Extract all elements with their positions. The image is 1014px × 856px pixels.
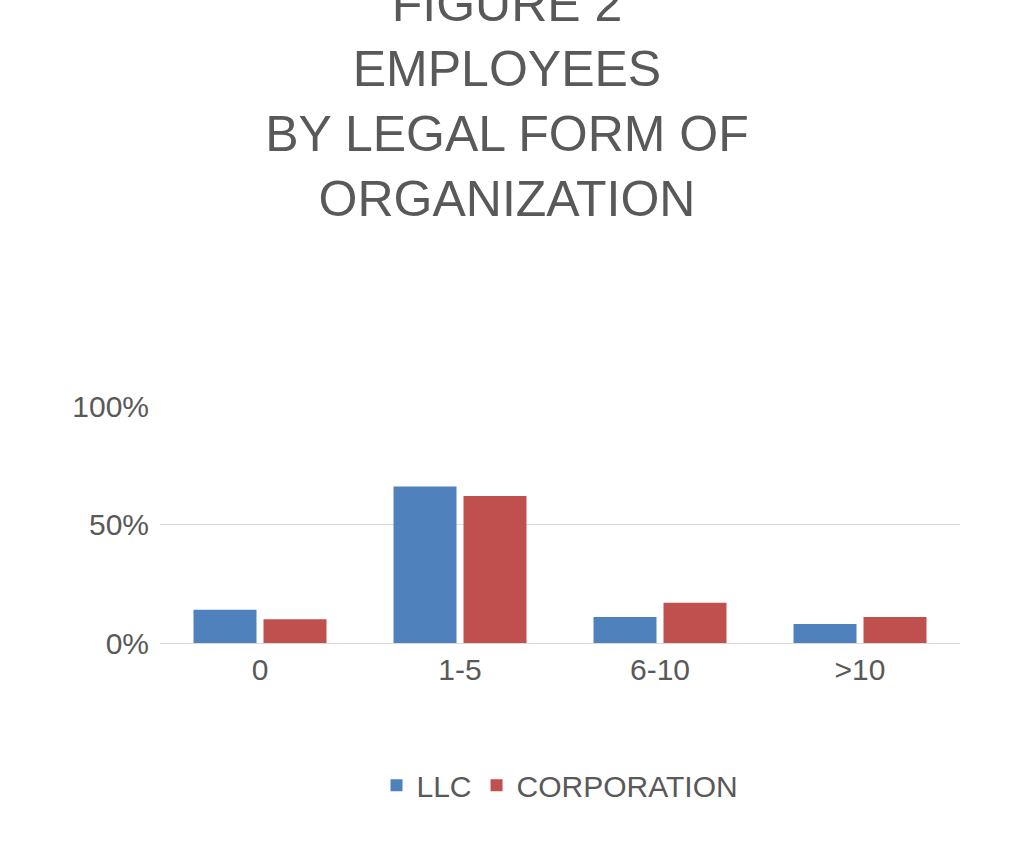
svg-text:CORPORATION: CORPORATION [517,770,738,803]
svg-text:0%: 0% [106,627,149,660]
svg-text:0: 0 [252,653,269,686]
svg-text:6-10: 6-10 [630,653,690,686]
svg-text:1-5: 1-5 [438,653,481,686]
svg-text:FIGURE 2EMPLOYEESBY LEGAL FORM: FIGURE 2EMPLOYEESBY LEGAL FORM OFORGANIZ… [265,0,748,227]
svg-text:LLC: LLC [417,770,472,803]
svg-text:50%: 50% [89,508,149,541]
svg-text:100%: 100% [72,390,149,423]
svg-text:>10: >10 [835,653,886,686]
